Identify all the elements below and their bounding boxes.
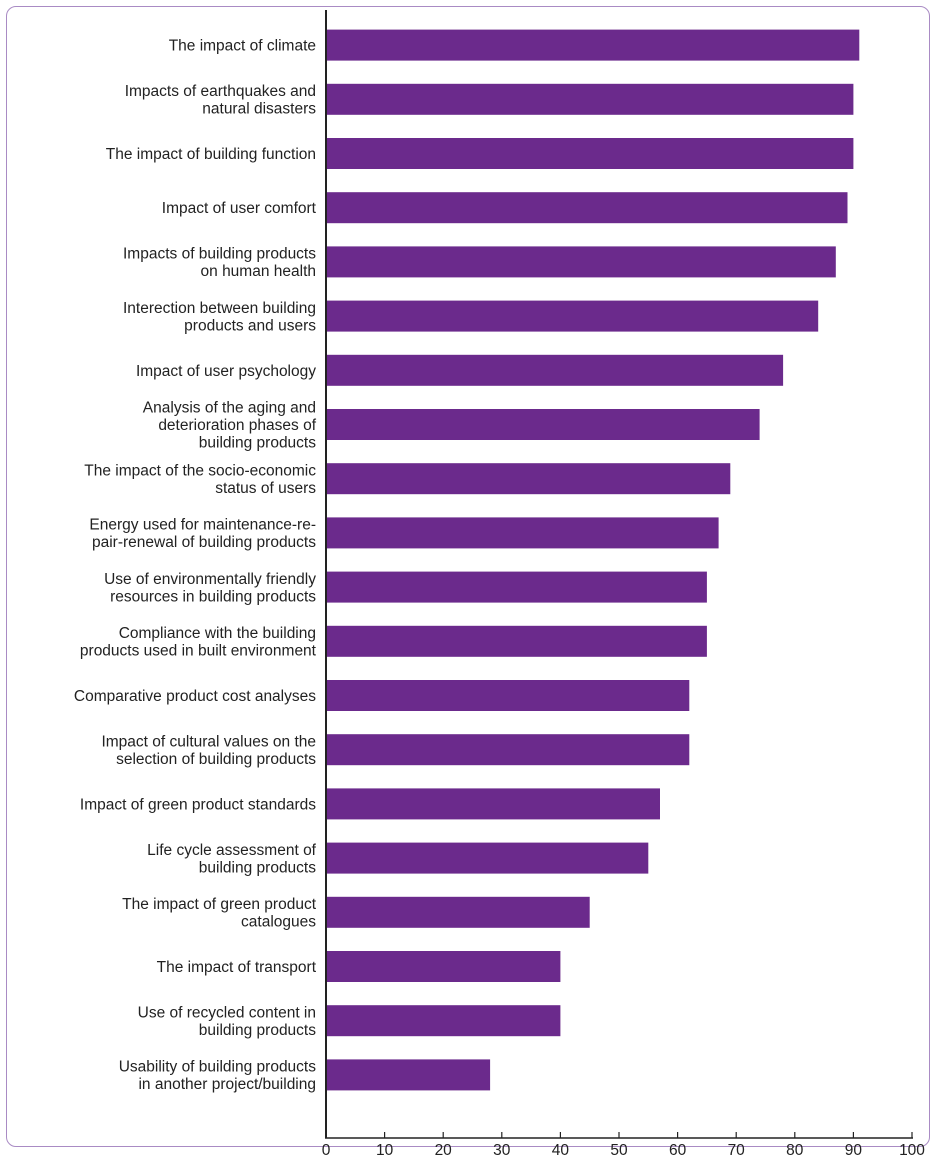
x-tick-label-80: 80 [786, 1142, 804, 1155]
x-tick-label-40: 40 [552, 1142, 570, 1155]
category-label-line: Comparative product cost analyses [74, 688, 316, 705]
bar-11 [326, 625, 707, 657]
category-label-line: Impact of user comfort [162, 200, 317, 217]
x-tick-label-100: 100 [899, 1142, 925, 1155]
category-label-19: Usability of building products in another… [119, 1059, 317, 1094]
category-label-line: products used in built environment [80, 643, 317, 660]
category-label-line: Impact of cultural values on the [101, 734, 316, 751]
bar-13 [326, 734, 690, 766]
x-tick-label-90: 90 [845, 1142, 863, 1155]
x-tick-label-0: 0 [322, 1142, 331, 1155]
bar-14 [326, 788, 660, 820]
bar-7 [326, 409, 760, 440]
category-label-15: Life cycle assessment of building product… [147, 842, 317, 877]
category-label-line: status of users [215, 480, 316, 497]
category-label-line: The impact of transport [157, 959, 317, 976]
category-label-line: in another project/building [138, 1076, 316, 1093]
x-tick-label-60: 60 [669, 1142, 687, 1155]
category-label-11: Compliance with the building products use… [80, 625, 317, 660]
bar-10 [326, 571, 707, 603]
category-label-line: pair-renewal of building products [92, 534, 316, 551]
category-label-5: Interection between building products and… [123, 300, 316, 335]
category-label-line: selection of building products [116, 751, 316, 768]
bar-16 [326, 896, 590, 928]
category-label-line: Use of recycled content in [138, 1005, 316, 1022]
category-label-2: The impact of building function [106, 146, 316, 163]
category-label-line: Life cycle assessment of [147, 842, 317, 859]
bar-4 [326, 246, 836, 278]
category-label-line: Analysis of the aging and [143, 400, 316, 417]
category-label-line: building products [199, 435, 316, 452]
bar-12 [326, 680, 690, 711]
category-label-line: The impact of green product [122, 896, 317, 913]
category-label-14: Impact of green product standards [80, 796, 316, 813]
category-label-6: Impact of user psychology [136, 363, 316, 380]
category-label-10: Use of environmentally friendly resources… [104, 571, 316, 606]
category-label-9: Energy used for maintenance-re-pair-rene… [89, 517, 316, 552]
category-label-line: building products [199, 859, 316, 876]
x-tick-label-30: 30 [493, 1142, 511, 1155]
category-label-line: on human health [201, 263, 316, 280]
category-label-line: The impact of climate [169, 38, 316, 55]
category-label-line: resources in building products [110, 588, 316, 605]
bar-5 [326, 300, 819, 332]
category-label-line: The impact of building function [106, 146, 316, 163]
category-label-line: products and users [184, 317, 316, 334]
category-label-12: Comparative product cost analyses [74, 688, 316, 705]
category-label-line: natural disasters [202, 101, 316, 118]
category-label-0: The impact of climate [169, 38, 316, 55]
chart-frame [6, 6, 930, 1147]
category-labels-group: The impact of climate Impacts of earthqua… [74, 38, 317, 1094]
bar-18 [326, 1005, 561, 1037]
category-label-line: Interection between building [123, 300, 316, 317]
category-label-13: Impact of cultural values on the selectio… [101, 734, 316, 769]
category-label-line: Impact of green product standards [80, 796, 316, 813]
category-label-line: Use of environmentally friendly [104, 571, 316, 588]
category-label-line: catalogues [241, 914, 316, 931]
bar-1 [326, 83, 854, 115]
category-label-line: Impact of user psychology [136, 363, 316, 380]
bar-19 [326, 1059, 491, 1091]
bar-6 [326, 354, 784, 386]
category-label-line: Impacts of building products [123, 246, 316, 263]
bar-9 [326, 517, 719, 549]
category-label-line: deterioration phases of [158, 417, 316, 434]
bar-17 [326, 951, 561, 982]
x-tick-label-70: 70 [728, 1142, 746, 1155]
category-label-1: Impacts of earthquakes and natural disast… [125, 83, 317, 118]
category-label-line: Usability of building products [119, 1059, 317, 1076]
bar-0 [326, 29, 860, 61]
category-label-8: The impact of the socio-economic status o… [84, 463, 316, 498]
bar-3 [326, 192, 848, 224]
x-tick-label-10: 10 [376, 1142, 394, 1155]
category-label-4: Impacts of building products on human hea… [123, 246, 316, 281]
bar-2 [326, 138, 854, 169]
axes-group: 0 10 20 30 40 50 60 70 80 90 100 [322, 10, 925, 1155]
category-label-line: Compliance with the building [119, 625, 316, 642]
x-tick-label-20: 20 [435, 1142, 453, 1155]
category-label-7: Analysis of the aging and deterioration p… [143, 400, 317, 452]
bars-group [326, 29, 860, 1091]
category-label-3: Impact of user comfort [162, 200, 317, 217]
category-label-17: The impact of transport [157, 959, 317, 976]
category-label-line: Impacts of earthquakes and [125, 83, 316, 100]
category-label-16: The impact of green product catalogues [122, 896, 317, 931]
category-label-line: building products [199, 1022, 316, 1039]
bar-8 [326, 463, 731, 495]
category-label-line: Energy used for maintenance-re- [89, 517, 316, 534]
bar-15 [326, 842, 649, 874]
category-label-line: The impact of the socio-economic [84, 463, 316, 480]
category-label-18: Use of recycled content in building produ… [138, 1005, 317, 1040]
x-tick-label-50: 50 [610, 1142, 628, 1155]
